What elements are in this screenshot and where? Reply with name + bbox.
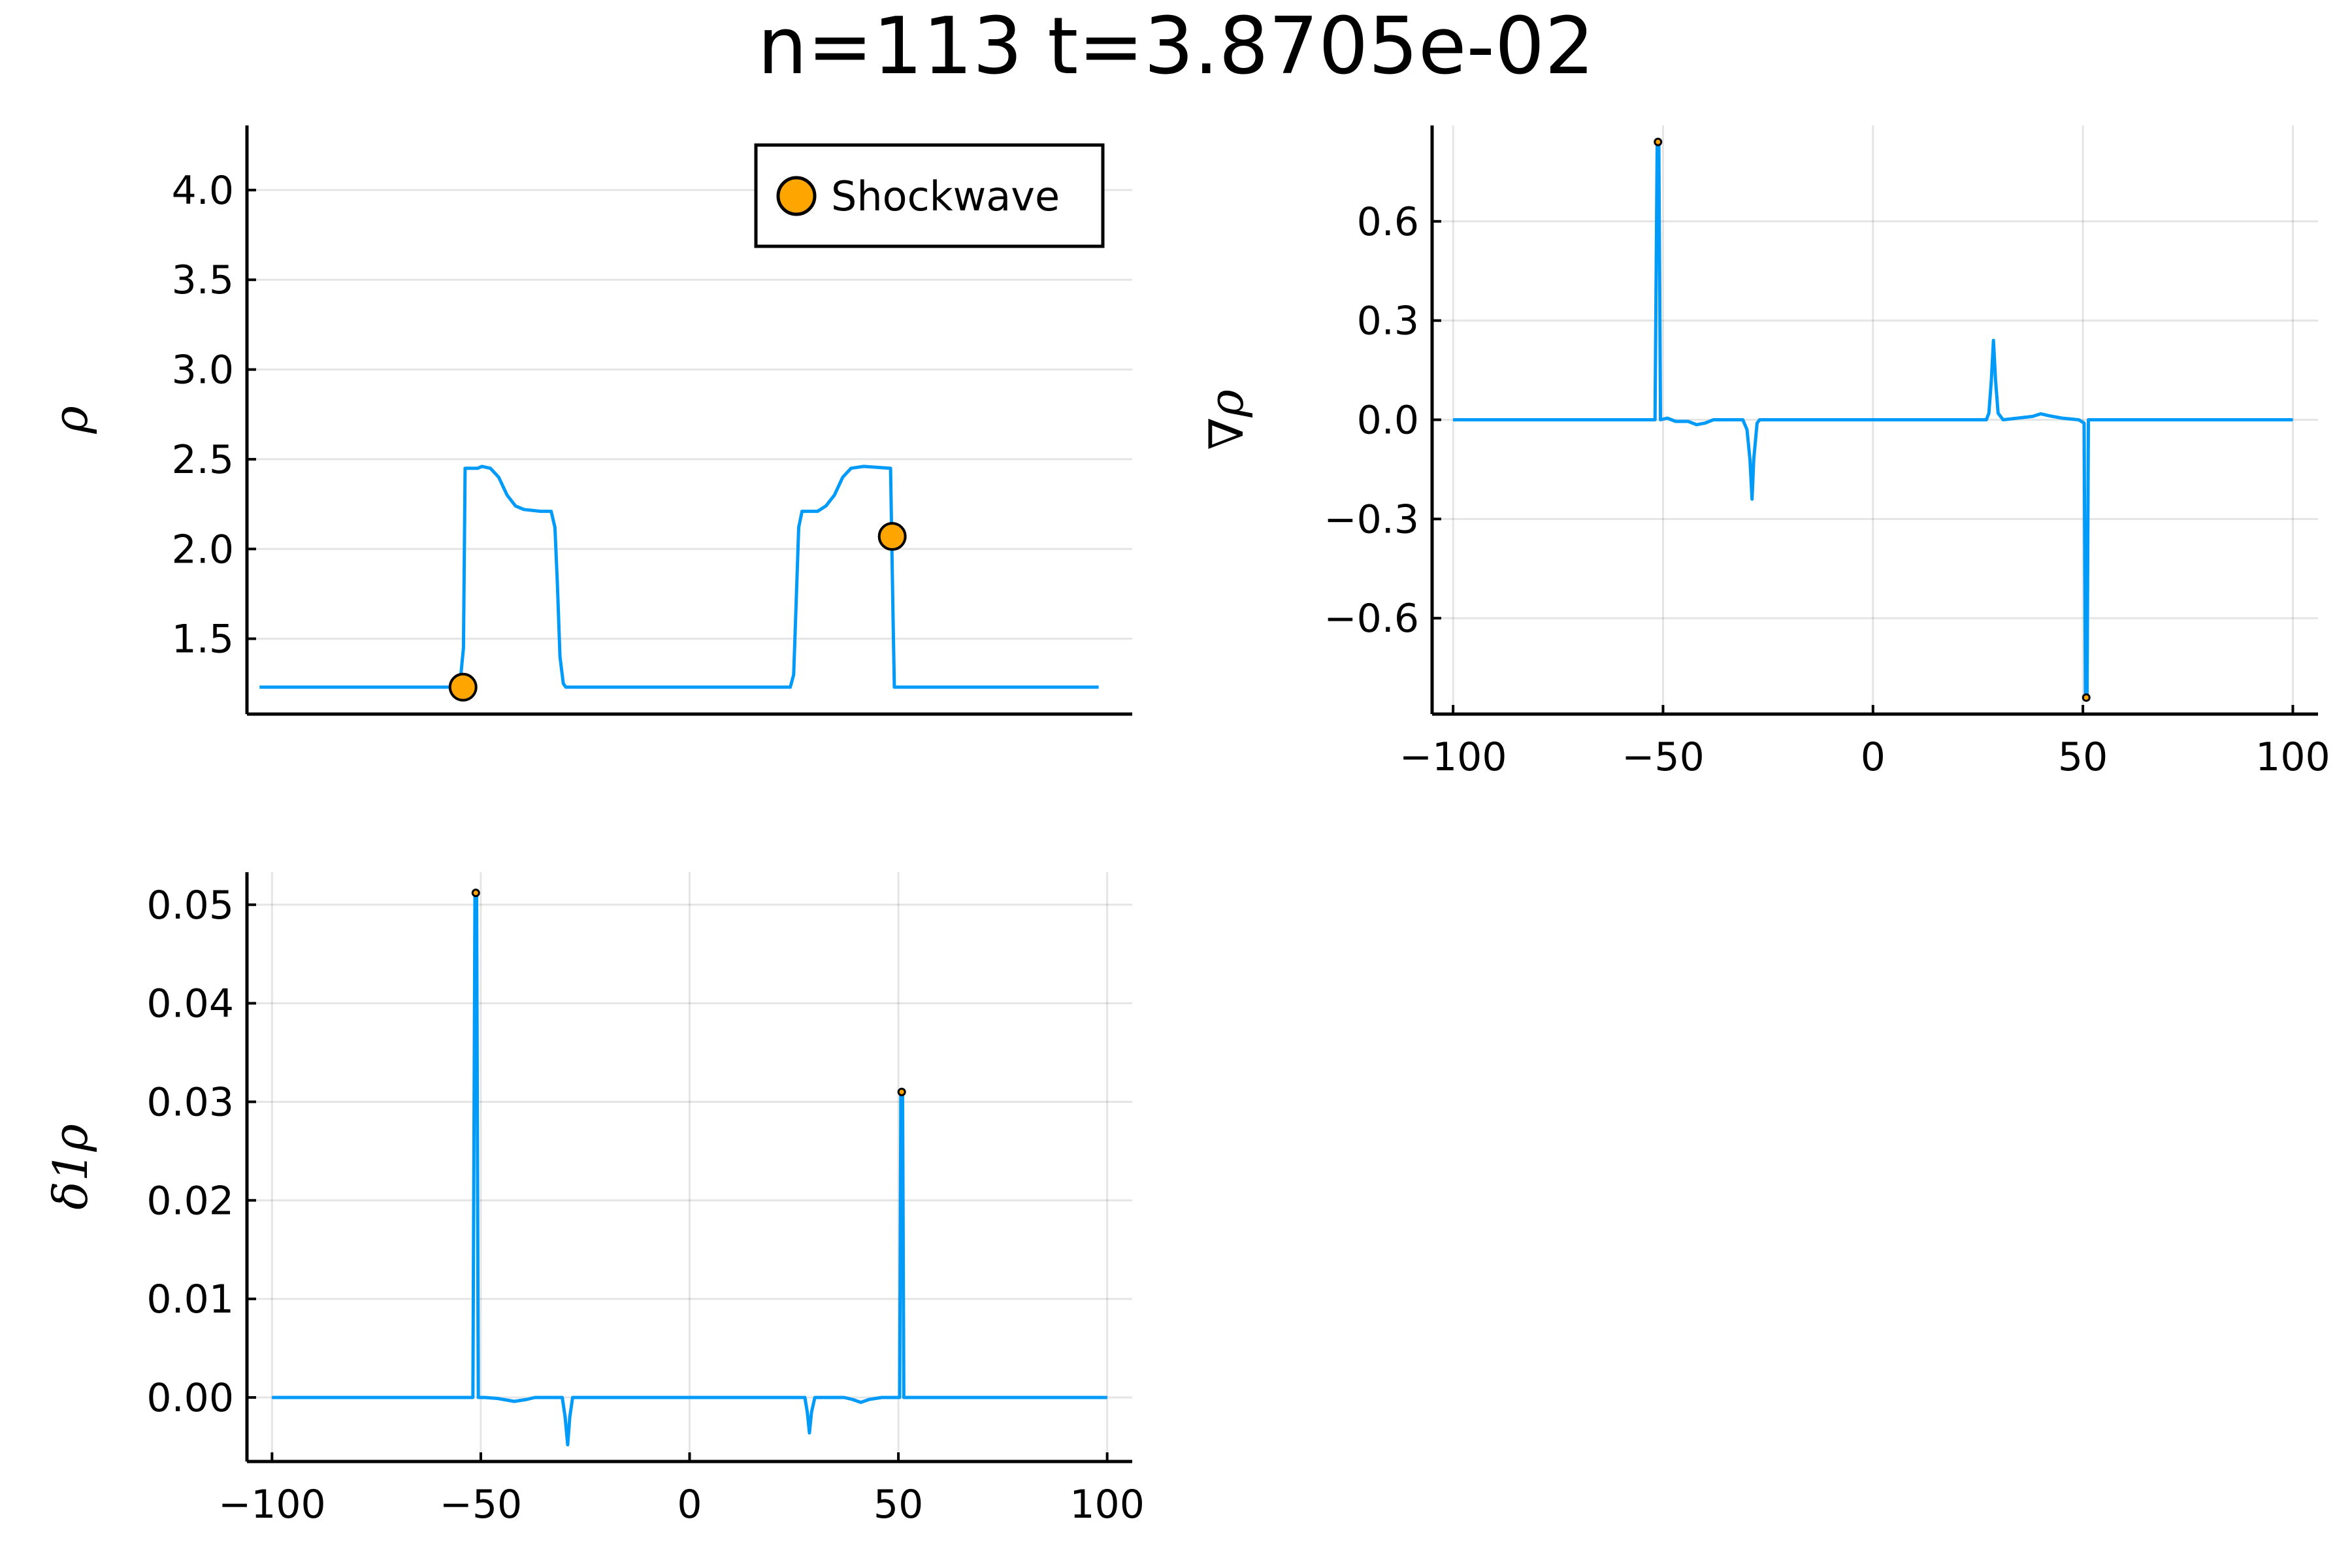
indicator-shockwave-marker: [897, 1087, 906, 1096]
indicator-y-tick-label: 0.04: [146, 981, 234, 1027]
gradient-y-tick-label: 0.3: [1357, 299, 1419, 344]
gradient-y-tick-label: 0.0: [1357, 398, 1419, 444]
gradient-series-line: [1453, 140, 2293, 700]
indicator-x-tick-label: 100: [1070, 1482, 1145, 1527]
gradient-x-tick-label: 100: [2255, 734, 2330, 780]
gradient-x-tick-label: 0: [1861, 734, 1886, 780]
indicator-y-tick-label: 0.00: [146, 1375, 234, 1421]
gradient-y-tick-label: −0.6: [1324, 596, 1419, 642]
gradient-panel: −0.6 −0.3 0.0 0.3 0.6 −100 −50 0 50 100 ∇ρ: [1199, 125, 2330, 780]
gradient-x-tick-label: −50: [1622, 734, 1705, 780]
density-y-tick-label: 4.0: [172, 168, 234, 214]
indicator-x-tick-label: −100: [218, 1482, 326, 1527]
indicator-y-tick-label: 0.02: [146, 1178, 234, 1224]
density-shockwave-marker: [877, 522, 907, 551]
legend: Shockwave: [754, 143, 1105, 248]
legend-marker: [776, 176, 817, 216]
gradient-x-tick-label: 50: [2058, 734, 2108, 780]
density-panel: 1.5 2.0 2.5 3.0 3.5 4.0 ρ Shockwave: [43, 125, 1132, 716]
figure-title: n=113 t=3.8705e-02: [757, 1, 1594, 92]
indicator-x-tick-label: 0: [677, 1482, 702, 1527]
indicator-y-tick-label: 0.01: [146, 1277, 234, 1322]
indicator-x-tick-label: −50: [440, 1482, 523, 1527]
indicator-shockwave-marker: [471, 889, 480, 898]
density-series-line: [259, 465, 1099, 689]
density-y-tick-label: 2.5: [172, 437, 234, 483]
density-y-tick-label: 3.5: [172, 257, 234, 303]
gradient-shockwave-marker: [1654, 137, 1663, 146]
indicator-y-tick-label: 0.03: [146, 1079, 234, 1125]
gradient-y-tick-label: 0.6: [1357, 199, 1419, 245]
density-y-tick-label: 2.0: [172, 527, 234, 572]
indicator-y-axis-label: δ1ρ: [43, 1124, 98, 1209]
legend-label: Shockwave: [831, 172, 1060, 220]
gradient-y-tick-label: −0.3: [1324, 497, 1419, 542]
gradient-shockwave-marker: [2082, 693, 2091, 702]
density-y-tick-label: 3.0: [172, 348, 234, 393]
gradient-y-axis-label: ∇ρ: [1199, 389, 1254, 450]
density-shockwave-marker: [448, 672, 478, 702]
indicator-panel: 0.00 0.01 0.02 0.03 0.04 0.05 −100 −50 0 50 100 δ1ρ: [43, 872, 1145, 1527]
gradient-x-tick-label: −100: [1399, 734, 1507, 780]
density-y-tick-label: 1.5: [172, 617, 234, 662]
density-y-axis-label: ρ: [43, 406, 98, 434]
indicator-series-line: [272, 891, 1107, 1446]
indicator-x-tick-label: 50: [874, 1482, 923, 1527]
indicator-y-tick-label: 0.05: [146, 883, 234, 928]
